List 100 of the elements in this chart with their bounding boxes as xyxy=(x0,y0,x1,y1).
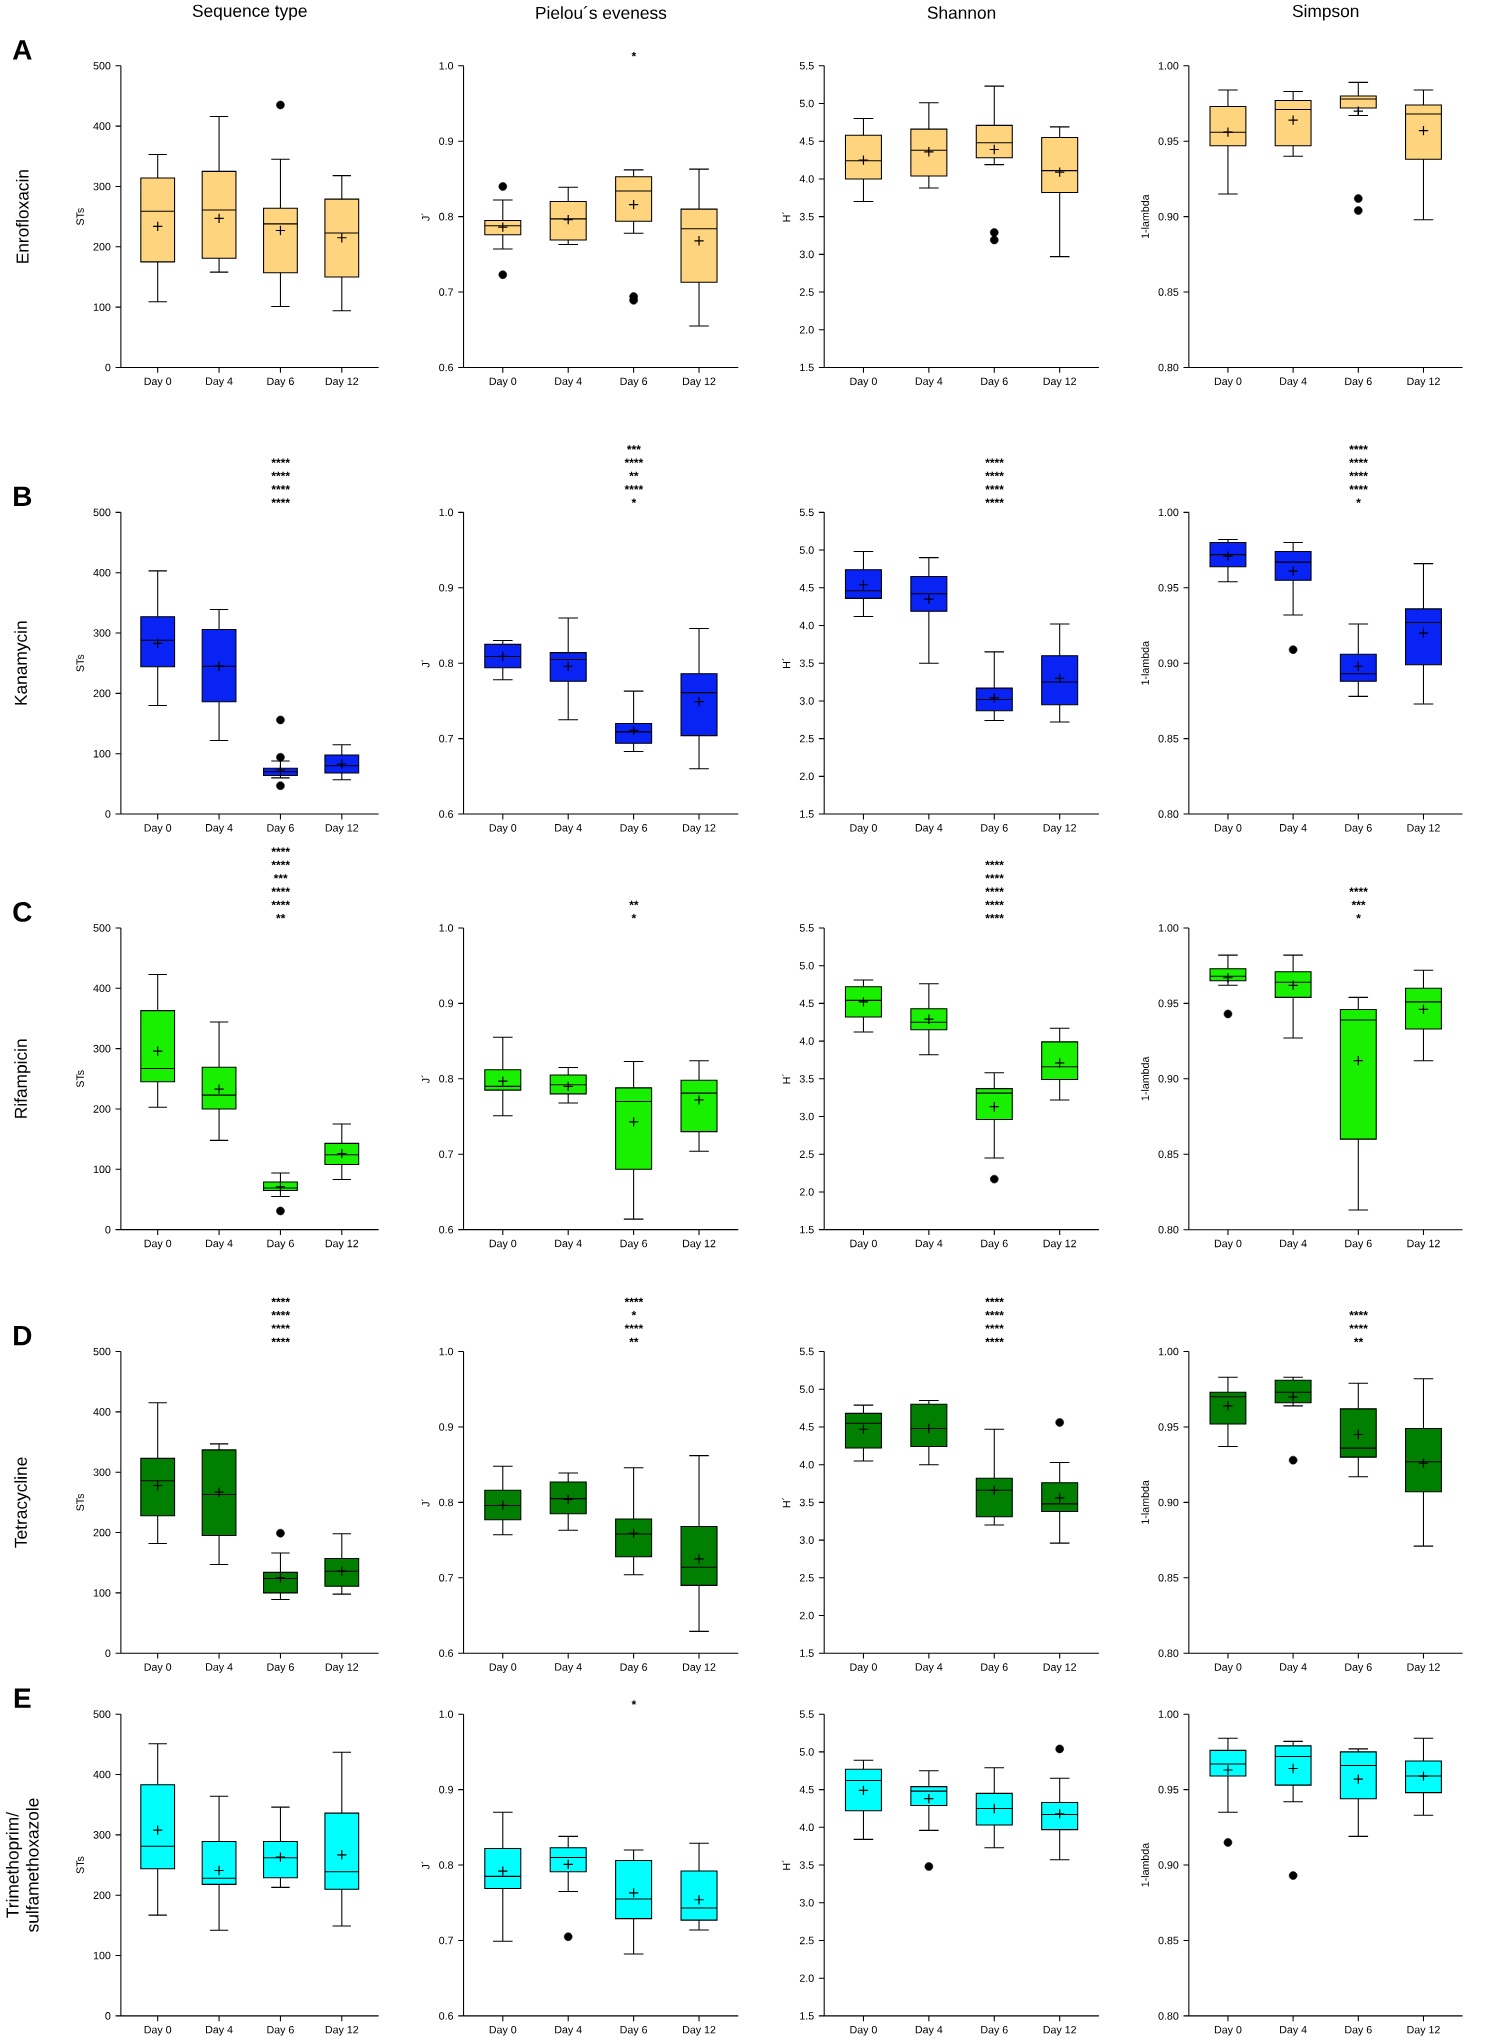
x-tick-label: Day 0 xyxy=(489,824,517,834)
y-tick-label: 4.5 xyxy=(799,1423,814,1431)
y-axis-title: H´ xyxy=(782,1860,791,1870)
y-tick-label: 400 xyxy=(93,1408,111,1416)
x-tick-label: Day 0 xyxy=(1215,1663,1242,1673)
chart-title: Shannon xyxy=(927,6,996,19)
text: D xyxy=(14,1325,32,1346)
x-tick-label: Day 0 xyxy=(489,1663,517,1673)
y-tick-label: 1.00 xyxy=(1159,1347,1179,1356)
y-tick-label: 0.6 xyxy=(439,2012,454,2020)
y-tick-label: 4.0 xyxy=(799,1037,814,1045)
y-axis-title: J´ xyxy=(421,659,430,668)
x-tick-label: Day 0 xyxy=(144,1239,172,1250)
y-axis-title: STs xyxy=(76,1493,85,1511)
text: **** xyxy=(271,485,291,490)
y-tick-label: 0.90 xyxy=(1158,1075,1179,1083)
y-tick-label: 4.5 xyxy=(799,1785,814,1794)
x-tick-label: Day 6 xyxy=(981,1239,1008,1250)
y-tick-label: 200 xyxy=(93,689,111,698)
y-tick-label: 0.7 xyxy=(439,288,454,296)
text: **** xyxy=(985,498,1005,503)
text: B xyxy=(14,486,32,506)
x-tick-label: Day 12 xyxy=(1407,377,1441,388)
x-tick-label: Day 0 xyxy=(489,2025,517,2036)
y-tick-label: 4.5 xyxy=(799,999,814,1008)
y-tick-label: 0.9 xyxy=(439,137,454,145)
y-tick-label: 1.5 xyxy=(800,363,814,372)
text: * xyxy=(631,498,637,503)
text: Rifampicin xyxy=(14,1039,31,1118)
x-tick-label: Day 4 xyxy=(555,2025,583,2036)
x-tick-label: Day 6 xyxy=(981,2025,1008,2036)
x-tick-label: Day 12 xyxy=(1407,824,1441,834)
x-tick-label: Day 12 xyxy=(683,377,716,388)
text: **** xyxy=(271,471,291,477)
y-tick-label: 1.00 xyxy=(1159,508,1179,517)
x-tick-label: Day 12 xyxy=(1043,2025,1077,2036)
y-tick-label: 5.5 xyxy=(799,1347,814,1356)
y-tick-label: 0 xyxy=(105,810,111,818)
y-axis-title: 1-lambda xyxy=(1141,1842,1150,1887)
text: Enrofloxacin xyxy=(16,170,29,263)
y-tick-label: 0.8 xyxy=(439,1498,454,1507)
text: **** xyxy=(271,847,291,852)
x-tick-label: Day 12 xyxy=(1407,2025,1441,2036)
y-tick-label: 1.5 xyxy=(800,1225,814,1234)
y-tick-label: 4.5 xyxy=(799,137,814,145)
x-tick-label: Day 4 xyxy=(206,377,233,388)
text: **** xyxy=(985,1324,1005,1329)
y-tick-label: 100 xyxy=(94,1951,111,1960)
text: **** xyxy=(624,1297,644,1303)
text: **** xyxy=(985,900,1005,906)
x-tick-label: Day 4 xyxy=(555,1663,583,1673)
x-tick-label: Day 12 xyxy=(1043,377,1077,388)
x-tick-label: Day 6 xyxy=(267,1239,295,1250)
y-tick-label: 0.7 xyxy=(439,734,454,743)
x-tick-label: Day 6 xyxy=(620,824,648,834)
y-tick-label: 5.0 xyxy=(799,1385,814,1394)
text: **** xyxy=(1349,485,1369,490)
y-axis-title: STs xyxy=(76,208,85,226)
text: ** xyxy=(629,900,639,906)
x-tick-label: Day 12 xyxy=(683,1239,716,1250)
y-tick-label: 0.95 xyxy=(1158,999,1179,1008)
y-tick-label: 0.8 xyxy=(439,659,454,667)
text: **** xyxy=(1349,1311,1369,1316)
y-tick-label: 0.6 xyxy=(439,1225,454,1234)
x-tick-label: Day 4 xyxy=(1280,377,1307,388)
y-tick-label: 100 xyxy=(94,1589,111,1597)
y-tick-label: 3.5 xyxy=(799,1861,814,1869)
y-tick-label: 0.80 xyxy=(1158,2012,1179,2020)
y-axis-title: STs xyxy=(76,654,85,672)
y-axis-title: 1-lambda xyxy=(1141,641,1150,685)
text: A xyxy=(13,40,32,60)
x-tick-label: Day 6 xyxy=(620,2025,648,2036)
y-tick-label: 400 xyxy=(93,568,111,577)
y-tick-label: 0.9 xyxy=(439,999,454,1008)
text: *** xyxy=(1351,900,1366,906)
y-tick-label: 1.0 xyxy=(439,62,454,70)
text: **** xyxy=(271,458,291,464)
y-tick-label: 0.80 xyxy=(1158,1225,1179,1234)
y-tick-label: 0.9 xyxy=(439,1785,454,1794)
y-tick-label: 0.85 xyxy=(1158,1574,1179,1582)
y-axis-title: 1-lambda xyxy=(1141,1480,1150,1524)
x-tick-label: Day 6 xyxy=(1345,1663,1372,1673)
x-tick-label: Day 4 xyxy=(1280,824,1307,834)
x-tick-label: Day 12 xyxy=(326,377,359,388)
y-tick-label: 3.0 xyxy=(799,697,814,705)
y-tick-label: 0.90 xyxy=(1158,659,1179,667)
y-axis-title: STs xyxy=(76,1070,85,1088)
text: **** xyxy=(271,887,291,892)
y-tick-label: 5.0 xyxy=(799,546,814,554)
x-tick-label: Day 12 xyxy=(326,1663,359,1673)
y-tick-label: 0.90 xyxy=(1158,1498,1179,1507)
x-tick-label: Day 0 xyxy=(850,824,878,834)
x-tick-label: Day 6 xyxy=(267,2025,295,2036)
x-tick-label: Day 6 xyxy=(1345,1239,1372,1250)
x-tick-label: Day 6 xyxy=(981,824,1008,834)
x-tick-label: Day 0 xyxy=(144,824,172,834)
y-tick-label: 0.7 xyxy=(439,1936,454,1945)
y-tick-label: 300 xyxy=(93,1044,111,1053)
x-tick-label: Day 12 xyxy=(1407,1239,1441,1250)
x-tick-label: Day 6 xyxy=(981,377,1008,388)
